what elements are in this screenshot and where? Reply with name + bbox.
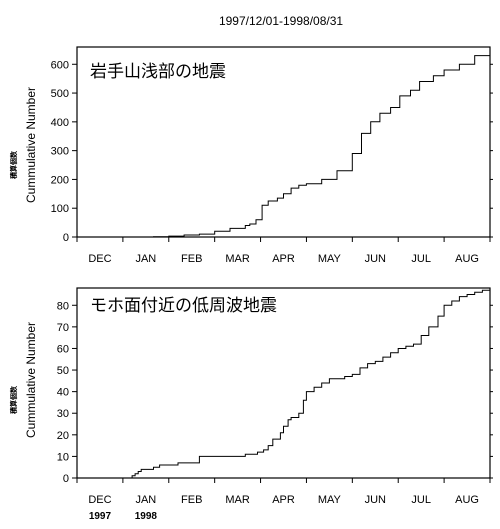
x-tick-label: APR: [272, 253, 295, 265]
x-tick-label: MAR: [225, 494, 250, 506]
y-tick-label: 400: [51, 117, 69, 129]
y-axis-label: Cummulative Number: [24, 87, 38, 203]
x-tick-label: MAR: [225, 253, 250, 265]
x-tick-label: JAN: [135, 253, 156, 265]
y-tick-label: 100: [51, 203, 69, 215]
y-tick-label: 30: [57, 408, 69, 420]
x-tick-label: JAN: [135, 494, 156, 506]
chart-panel-moho-low-frequency-earthquakes: Cummulative Number 積算個数 モホ面付近の低周波地震 0 10 2…: [9, 287, 493, 522]
chart-panel-shallow-earthquakes: Cummulative Number 積算個数 岩手山浅部の地震 0 100 200…: [9, 46, 493, 265]
y-tick-label: 50: [57, 365, 69, 377]
y-tick-label: 600: [51, 59, 69, 71]
panel-title: モホ面付近の低周波地震: [90, 296, 277, 316]
x-tick-label: JUN: [365, 253, 386, 265]
y-tick-label: 70: [57, 322, 69, 334]
y-tick-label: 20: [57, 430, 69, 442]
y-tick-label: 60: [57, 343, 69, 355]
y-axis-label-jp: 積算個数: [9, 385, 18, 415]
x-tick-label: FEB: [181, 253, 202, 265]
x-tick-label: JUN: [365, 494, 386, 506]
y-tick-label: 300: [51, 146, 69, 158]
y-axis-label-jp: 積算個数: [9, 150, 18, 180]
y-tick-label: 80: [57, 300, 69, 312]
plot-frame: [76, 46, 491, 238]
x-tick-label: FEB: [181, 494, 202, 506]
y-tick-label: 10: [57, 451, 69, 463]
x-tick-label: JUL: [411, 494, 431, 506]
y-tick-label: 0: [63, 232, 69, 244]
y-tick-label: 40: [57, 387, 69, 399]
cumulative-line: [77, 288, 491, 479]
x-tick-label: AUG: [455, 253, 479, 265]
panel-title: 岩手山浅部の地震: [90, 62, 226, 82]
x-tick-label: MAY: [318, 494, 342, 506]
x-tick-label: AUG: [455, 494, 479, 506]
y-tick-label: 0: [63, 473, 69, 485]
plot-frame: [76, 287, 491, 479]
x-tick-label: JUL: [411, 253, 431, 265]
year-label: 1997: [89, 511, 112, 522]
figure-title: 1997/12/01-1998/08/31: [219, 14, 343, 28]
y-tick-label: 500: [51, 88, 69, 100]
x-tick-label: APR: [272, 494, 295, 506]
x-tick-label: MAY: [318, 253, 342, 265]
y-tick-label: 200: [51, 174, 69, 186]
year-label: 1998: [135, 511, 158, 522]
y-axis-label: Cummulative Number: [24, 322, 38, 438]
x-tick-label: DEC: [88, 494, 111, 506]
x-tick-label: DEC: [88, 253, 111, 265]
cumulative-line: [77, 49, 491, 238]
